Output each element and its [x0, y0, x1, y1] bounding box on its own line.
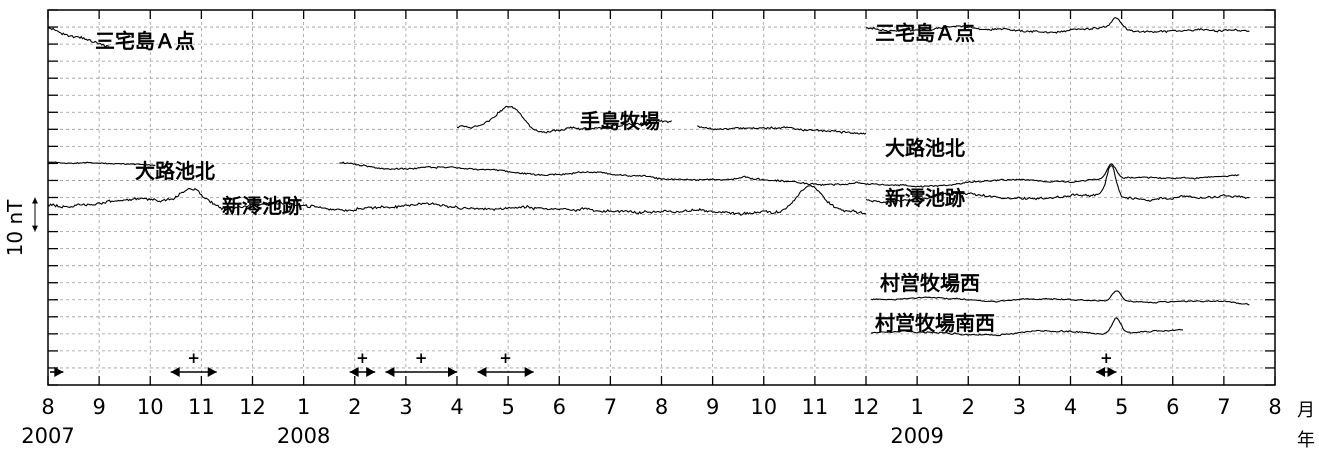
x-tick-label: 1	[297, 395, 310, 419]
x-tick-label: 10	[137, 395, 164, 419]
period-arrow-head-right	[207, 367, 217, 377]
period-plus-label: +	[356, 349, 369, 367]
period-arrow-head-left	[1096, 367, 1106, 377]
series-line-tairoike-mid	[339, 161, 867, 187]
scale-arrow-head-top	[32, 197, 38, 204]
x-tick-label: 8	[1268, 395, 1281, 419]
year-label: 2008	[277, 424, 330, 448]
x-tick-label: 6	[1166, 395, 1179, 419]
period-arrow-head-right	[366, 367, 376, 377]
x-tick-label: 4	[1064, 395, 1077, 419]
series-line-teshima-b	[697, 125, 867, 135]
series-line-shinmio-2007	[47, 185, 867, 216]
x-tick-label: 12	[853, 395, 880, 419]
period-arrow-head-left	[477, 367, 487, 377]
x-tick-label: 5	[1115, 395, 1128, 419]
series-line-teshima	[456, 105, 673, 134]
x-tick-label: 3	[1013, 395, 1026, 419]
series-lines	[47, 16, 1250, 337]
x-tick-label: 9	[92, 395, 105, 419]
x-tick-label: 11	[802, 395, 829, 419]
series-line-shinmio-2009	[865, 165, 1250, 204]
station-label-teshima: 手島牧場	[580, 109, 660, 133]
station-label-tairoike-2007: 大路池北	[135, 159, 215, 183]
x-tick-label: 5	[501, 395, 514, 419]
x-tick-label: 6	[553, 395, 566, 419]
x-tick-label: 12	[239, 395, 266, 419]
x-tick-label: 9	[706, 395, 719, 419]
period-arrow-head-left	[349, 367, 359, 377]
period-plus-label: +	[1100, 349, 1113, 367]
period-arrow-head-left	[170, 367, 180, 377]
x-tick-label: 1	[910, 395, 923, 419]
period-plus-label: +	[499, 349, 512, 367]
scale-arrow-head-bottom	[32, 225, 38, 232]
x-tick-label: 3	[399, 395, 412, 419]
y-axis-label: 10 nT	[3, 199, 27, 256]
x-tick-label: 11	[188, 395, 215, 419]
series-line-sonei-sw	[870, 317, 1184, 337]
station-label-miyake-a-2009: 三宅島Ａ点	[875, 21, 975, 45]
period-arrow-head-right	[448, 367, 457, 377]
series-line-tairoike-2007	[47, 161, 156, 167]
station-label-shinmio-2007: 新澪池跡	[222, 194, 302, 218]
x-tick-label: 2	[348, 395, 361, 419]
x-tick-label: 8	[41, 395, 54, 419]
x-tick-label: 4	[450, 395, 463, 419]
year-label: 2009	[890, 424, 943, 448]
series-line-tairoike-2009	[865, 163, 1240, 188]
year-label: 2007	[21, 424, 74, 448]
period-markers: + + + + +	[50, 349, 1117, 377]
series-line-miyake-a-2009	[865, 16, 1250, 34]
period-arrow-head-left	[385, 367, 395, 377]
x-tick-label: 7	[604, 395, 617, 419]
x-tick-label: 2	[962, 395, 975, 419]
series-line-miyake-a-2007	[48, 27, 110, 48]
station-label-sonei-west: 村営牧場西	[880, 271, 980, 295]
x-tick-label: 7	[1217, 395, 1230, 419]
month-unit-label: 月	[1297, 400, 1315, 421]
year-unit-label: 年	[1297, 430, 1315, 451]
x-tick-label: 8	[655, 395, 668, 419]
x-tick-label: 10	[750, 395, 777, 419]
station-label-tairoike-2009: 大路池北	[885, 136, 965, 160]
period-arrow-head-right	[54, 367, 64, 377]
grid-lines	[48, 10, 1275, 385]
period-arrow-head-right	[1107, 367, 1117, 377]
station-label-shinmio-2009: 新澪池跡	[885, 186, 965, 210]
series-line-sonei-west	[870, 290, 1250, 306]
axis-ticks	[47, 9, 1276, 386]
scale-bar-arrow	[32, 197, 38, 232]
period-plus-label: +	[187, 349, 200, 367]
station-label-sonei-sw: 村営牧場南西	[875, 311, 995, 335]
period-plus-label: +	[415, 349, 428, 367]
period-arrow-head-right	[524, 367, 534, 377]
station-label-miyake-a-2007: 三宅島Ａ点	[95, 29, 195, 53]
